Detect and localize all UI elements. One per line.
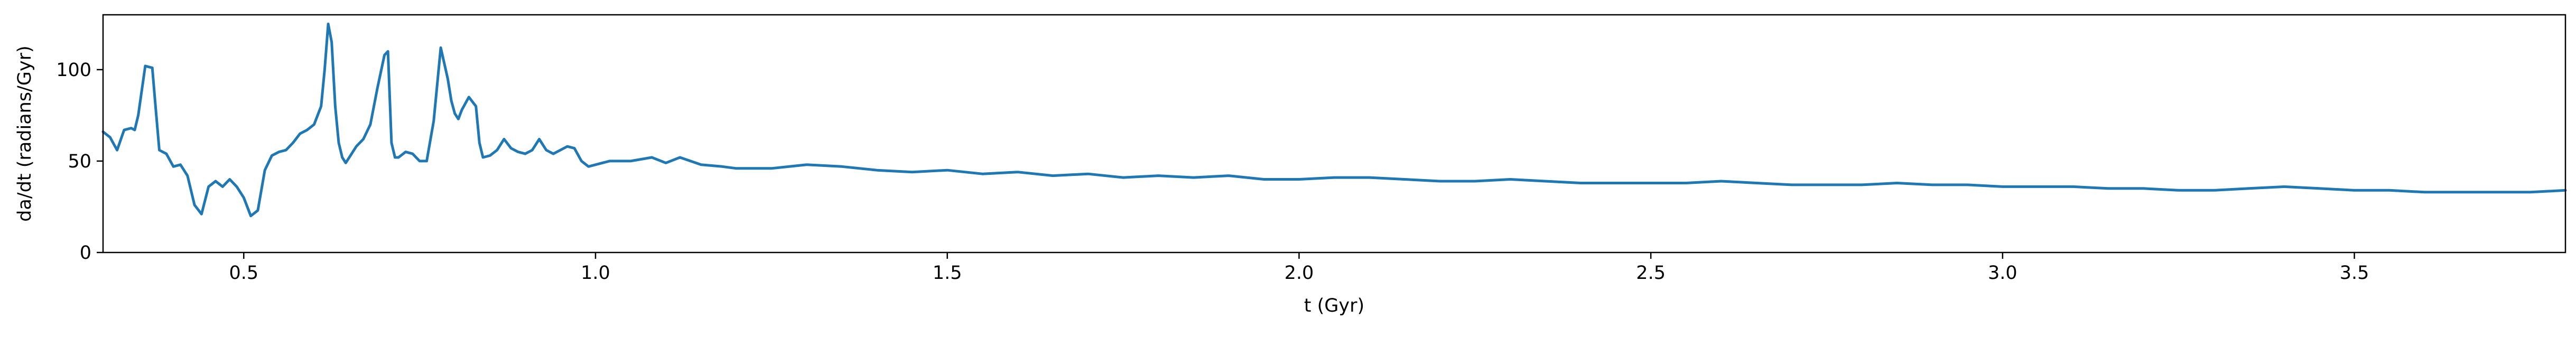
x-tick-label: 1.5 — [933, 263, 962, 284]
series-line-da-dt — [101, 22, 2567, 218]
y-tick-label: 0 — [80, 242, 91, 264]
x-tick-label: 3.0 — [1988, 263, 2017, 284]
x-tick-label: 0.5 — [229, 263, 258, 284]
y-axis-ticks: 0 50 100 — [56, 60, 103, 264]
x-tick-label: 3.5 — [2340, 263, 2369, 284]
x-tick-label: 2.0 — [1285, 263, 1314, 284]
plot-area — [101, 22, 2567, 218]
x-tick-label: 1.0 — [581, 263, 610, 284]
axes-frame — [102, 14, 2566, 254]
y-tick-label: 100 — [56, 60, 91, 81]
y-axis-label: da/dt (radians/Gyr) — [14, 45, 35, 222]
x-tick-label: 2.5 — [1636, 263, 1666, 284]
x-axis-label: t (Gyr) — [1304, 295, 1364, 316]
y-tick-label: 50 — [68, 151, 91, 172]
x-axis-ticks: 0.5 1.0 1.5 2.0 2.5 3.0 3.5 — [229, 252, 2369, 284]
